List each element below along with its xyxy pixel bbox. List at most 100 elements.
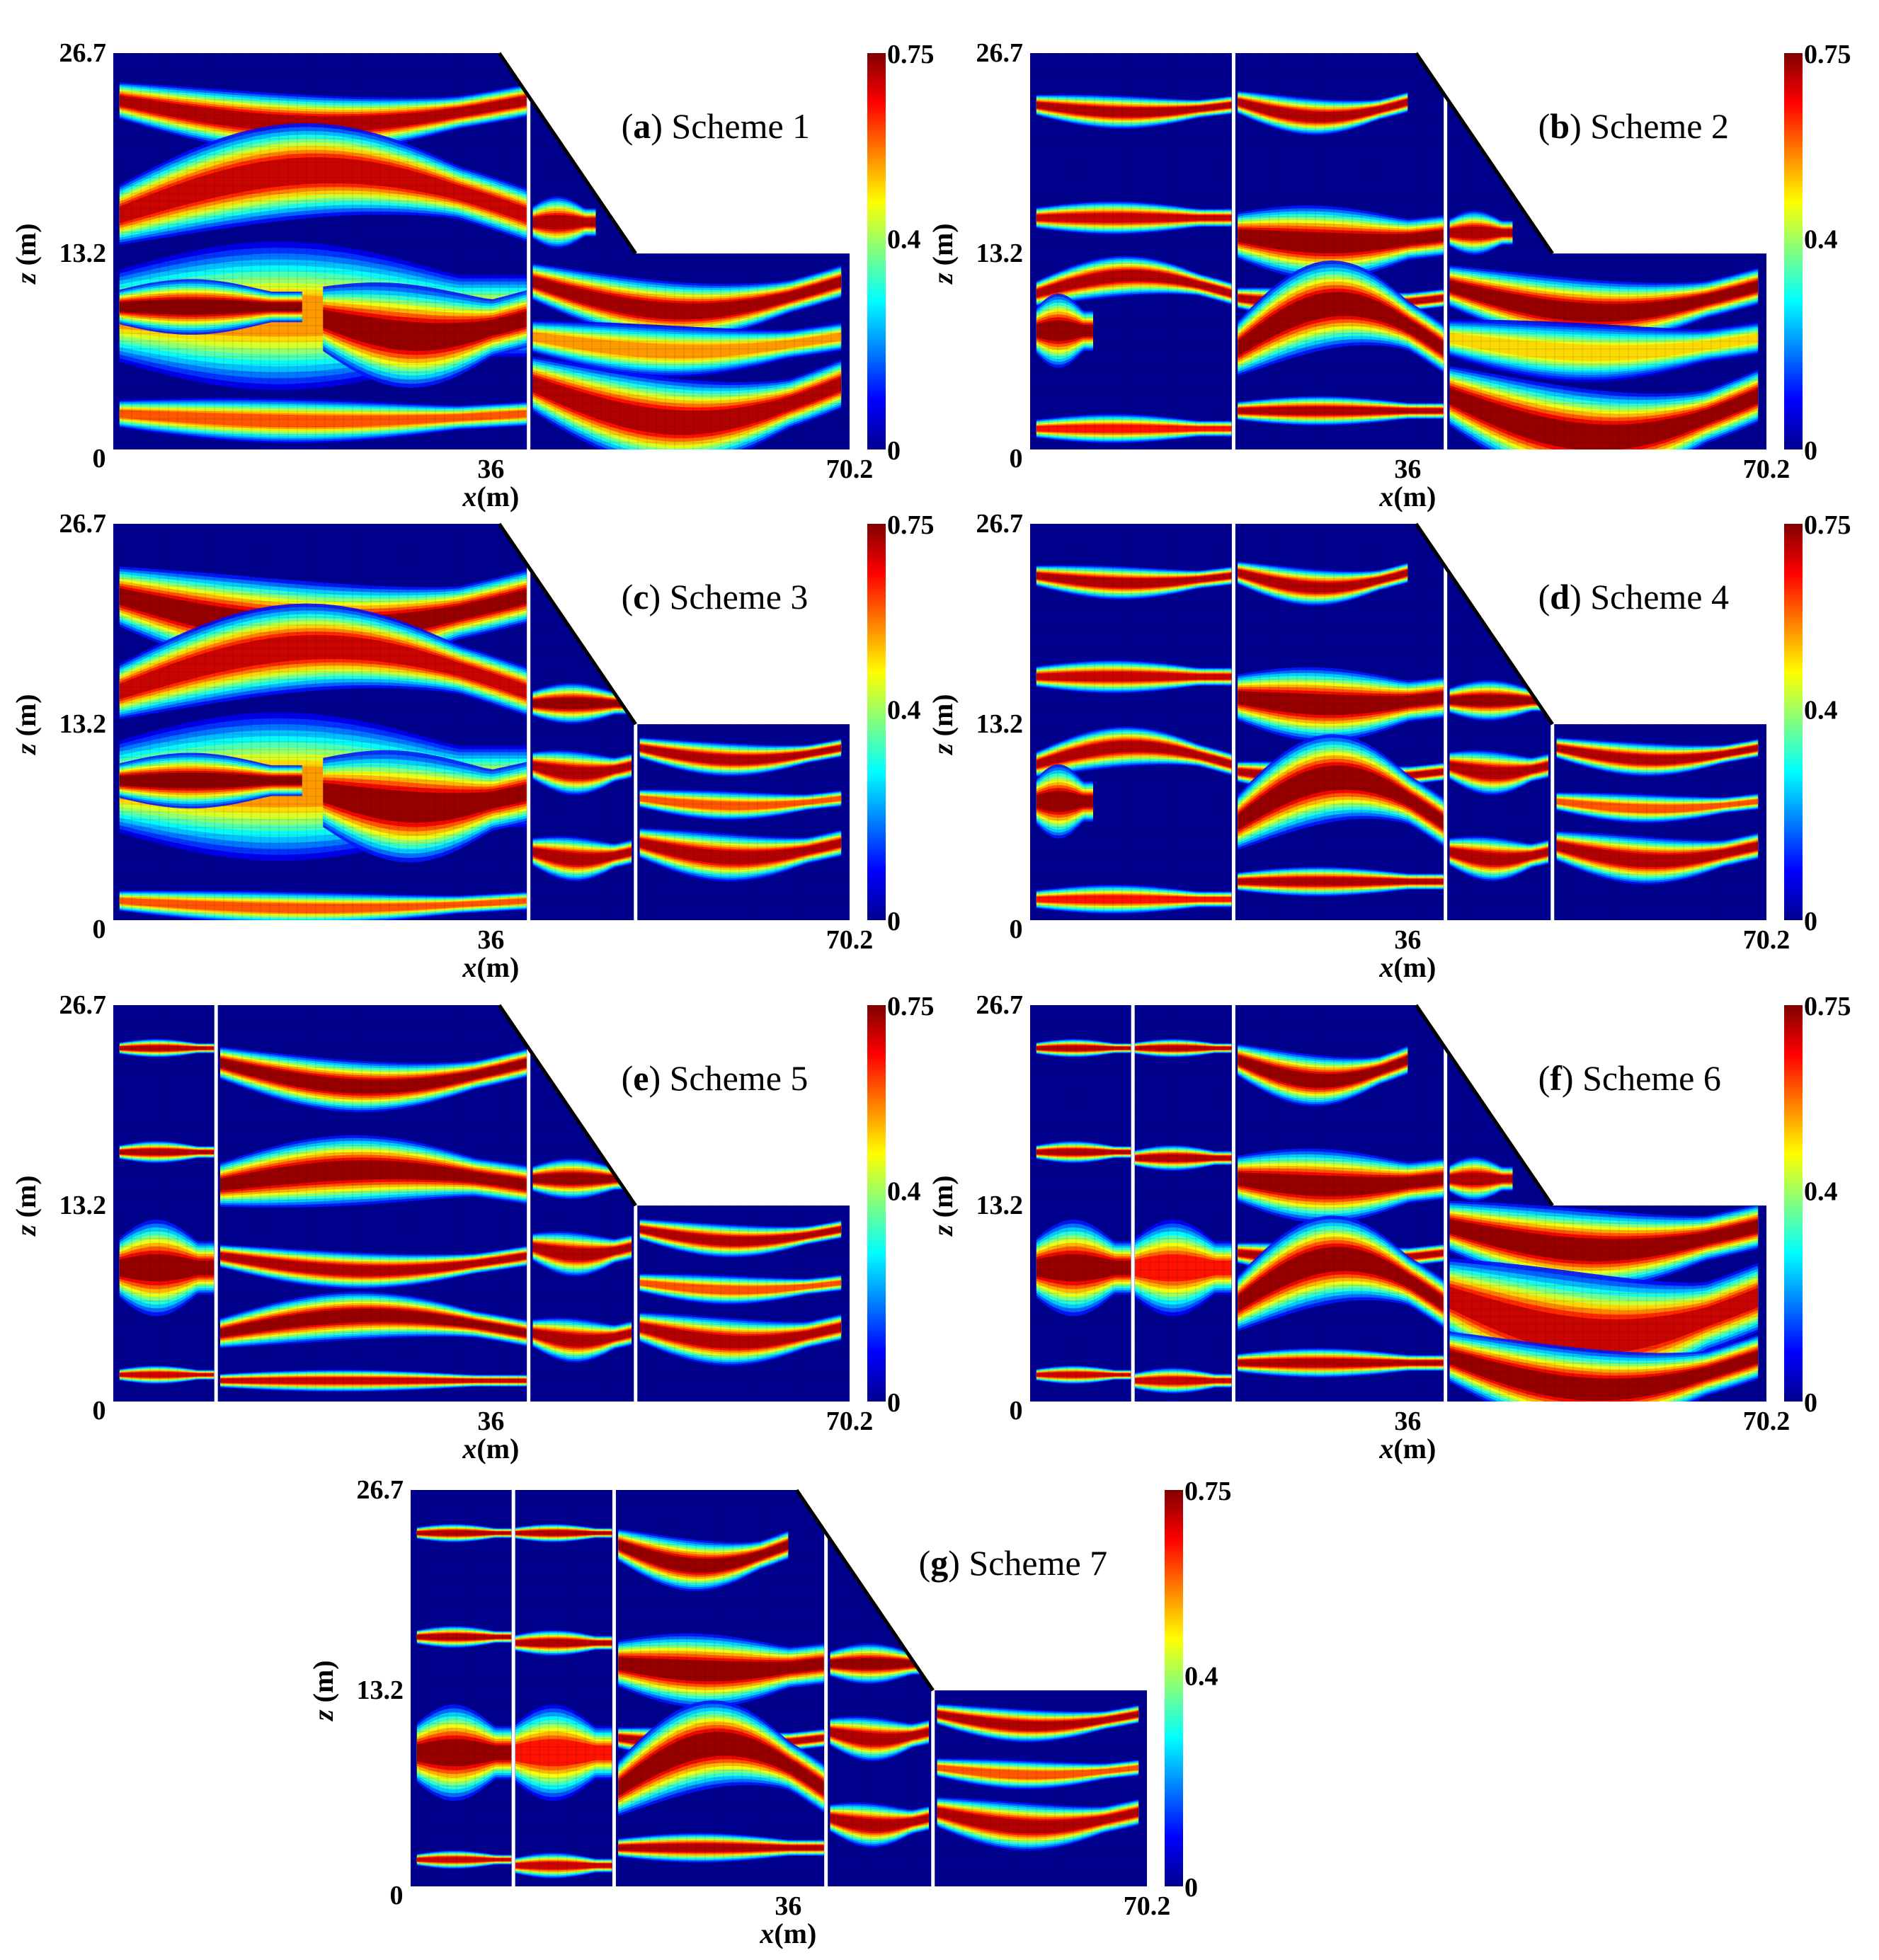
field-band-8 [515, 1704, 612, 1801]
panel-label-letter: a [633, 106, 651, 146]
field-band-14 [1556, 738, 1759, 776]
x-axis-unit: (m) [476, 951, 519, 983]
colorbar-tick-label: 0 [887, 1388, 901, 1418]
x-axis-unit: (m) [1393, 951, 1436, 983]
x-axis-var: x [1378, 1433, 1393, 1465]
x-axis-unit: (m) [1393, 481, 1436, 512]
colorbar: 0.75 0.4 0 [1784, 510, 1851, 936]
field-band-18 [937, 1758, 1139, 1790]
ytick-label: 26.7 [59, 509, 107, 539]
field-band-5 [1036, 726, 1232, 777]
xtick-label: 70.2 [1743, 925, 1791, 955]
x-axis-label: x(m) [462, 1433, 519, 1465]
slope-face-line [498, 52, 637, 255]
field-band-7 [532, 263, 842, 340]
field-band-9 [532, 836, 632, 882]
xtick-label: 0 [1010, 1396, 1023, 1426]
colorbar-gradient [867, 1005, 886, 1402]
xtick-label: 70.2 [1124, 1891, 1171, 1921]
y-axis-unit: (m) [10, 694, 42, 736]
field-band-11 [1449, 680, 1548, 721]
colorbar-tick-label: 0.4 [1804, 224, 1838, 254]
colorbar-tick-label: 0.75 [1804, 40, 1851, 69]
xtick-label: 36 [1394, 1406, 1421, 1436]
y-axis-unit: (m) [927, 1175, 959, 1217]
field-band-16 [1556, 831, 1759, 885]
colorbar-tick-label: 0 [887, 907, 901, 936]
field-band-10 [639, 738, 842, 776]
field-band-15 [1556, 792, 1759, 824]
slope-face-line [1415, 52, 1554, 255]
field-band-4 [220, 1135, 527, 1208]
colorbar-tick-label: 0.75 [887, 992, 935, 1021]
field-band-3 [119, 1140, 215, 1164]
x-axis-label: x(m) [1378, 1433, 1436, 1465]
colorbar-gradient [1784, 53, 1803, 449]
x-axis-unit: (m) [774, 1918, 816, 1949]
field-band-12 [639, 827, 842, 882]
field-bands [416, 1523, 1139, 1879]
field-band-13 [1449, 836, 1548, 882]
field-band-9 [220, 1369, 527, 1392]
field-band-6 [1036, 293, 1093, 368]
field-band-4 [1238, 667, 1444, 742]
x-axis-var: x [462, 951, 476, 983]
y-axis-var: z [307, 1702, 339, 1722]
xtick-label: 0 [1010, 444, 1023, 474]
field-band-4 [1238, 205, 1444, 280]
y-axis-unit: (m) [927, 223, 959, 265]
y-axis-var: z [927, 265, 959, 285]
field-band-1 [119, 1038, 215, 1058]
colorbar-tick-label: 0.4 [887, 224, 921, 254]
field-band-14 [830, 1643, 929, 1685]
xtick-label: 0 [1010, 915, 1023, 944]
x-axis-label: x(m) [1378, 951, 1436, 983]
field-band-16 [830, 1802, 929, 1848]
field-band-5 [323, 282, 527, 388]
colorbar-tick-label: 0.75 [1184, 1477, 1232, 1506]
field-band-1 [1036, 94, 1232, 130]
field-band-7 [416, 1704, 512, 1801]
colorbar-tick-label: 0.75 [887, 40, 935, 69]
panel-label-letter: e [633, 1058, 649, 1098]
xtick-label: 36 [477, 925, 504, 955]
field-band-5 [119, 1220, 215, 1317]
mesh-grid [113, 1005, 850, 1402]
panel-label: (e) Scheme 5 [622, 1058, 809, 1098]
field-band-11 [639, 789, 842, 821]
field-band-14 [639, 1273, 842, 1305]
panel-e: (e) Scheme 526.713.2z (m)0 36 70.2x(m)0.75… [10, 990, 935, 1465]
colorbar-tick-label: 0.4 [1804, 1176, 1838, 1206]
field-band-4 [119, 752, 302, 809]
ytick-label: 13.2 [59, 1191, 107, 1220]
field-band-8 [1238, 734, 1444, 850]
slope-face-line [498, 522, 637, 726]
colorbar: 0.75 0.4 0 [867, 510, 935, 936]
ytick-label: 13.2 [976, 709, 1024, 739]
colorbar-tick-label: 0.4 [1184, 1661, 1218, 1691]
y-axis-var: z [10, 736, 42, 756]
field-band-6 [119, 890, 527, 920]
xtick-label: 70.2 [1743, 454, 1791, 484]
y-axis-var: z [10, 1217, 42, 1237]
colorbar-tick-label: 0.4 [1804, 695, 1838, 725]
field-band-13 [1238, 1348, 1444, 1378]
field-bands [1036, 1038, 1759, 1402]
x-axis-label: x(m) [759, 1918, 816, 1949]
field-band-19 [937, 1797, 1139, 1851]
ytick-label: 26.7 [357, 1475, 404, 1505]
y-axis-label: z (m) [10, 1175, 42, 1237]
field-band-6 [119, 398, 527, 444]
field-band-1 [1036, 565, 1232, 600]
field-band-10 [1238, 1215, 1444, 1331]
field-bands [1036, 90, 1759, 449]
xtick-label: 70.2 [826, 454, 874, 484]
field-band-3 [1238, 1043, 1408, 1106]
field-band-14 [1449, 210, 1513, 256]
field-band-11 [1036, 1365, 1131, 1385]
colorbar: 0.75 0.4 0 [1165, 1477, 1232, 1903]
x-axis-label: x(m) [462, 951, 519, 983]
colorbar-gradient [867, 53, 886, 449]
field-band-10 [532, 1158, 632, 1200]
